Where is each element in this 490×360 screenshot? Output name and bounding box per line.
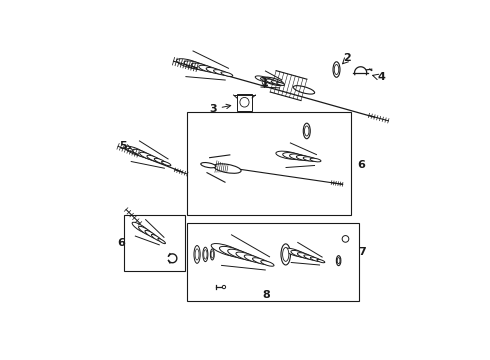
Ellipse shape xyxy=(210,249,214,260)
Ellipse shape xyxy=(263,77,284,86)
Text: 1: 1 xyxy=(261,78,269,89)
Text: 4: 4 xyxy=(377,72,385,82)
Bar xyxy=(187,112,351,215)
Ellipse shape xyxy=(154,158,166,164)
Ellipse shape xyxy=(222,285,225,289)
Ellipse shape xyxy=(252,258,269,265)
Ellipse shape xyxy=(228,249,253,260)
Ellipse shape xyxy=(206,67,222,74)
Ellipse shape xyxy=(334,64,339,75)
Ellipse shape xyxy=(162,161,171,166)
Ellipse shape xyxy=(214,70,228,75)
Ellipse shape xyxy=(317,259,325,263)
Ellipse shape xyxy=(220,246,247,258)
Ellipse shape xyxy=(336,256,341,266)
Ellipse shape xyxy=(158,239,166,244)
Ellipse shape xyxy=(293,86,315,94)
Bar xyxy=(187,223,359,301)
Ellipse shape xyxy=(203,247,208,262)
Ellipse shape xyxy=(303,157,317,161)
Ellipse shape xyxy=(337,258,340,264)
Ellipse shape xyxy=(342,235,349,242)
Text: 2: 2 xyxy=(343,53,351,63)
Text: 3: 3 xyxy=(209,104,231,114)
Ellipse shape xyxy=(291,251,309,258)
Ellipse shape xyxy=(211,251,214,258)
Text: 7: 7 xyxy=(358,247,366,257)
Ellipse shape xyxy=(296,156,313,161)
Ellipse shape xyxy=(310,158,321,162)
Text: 8: 8 xyxy=(262,290,270,300)
Ellipse shape xyxy=(199,65,218,73)
Ellipse shape xyxy=(276,82,285,85)
Ellipse shape xyxy=(244,255,263,263)
Ellipse shape xyxy=(271,81,281,85)
Ellipse shape xyxy=(333,62,340,77)
Ellipse shape xyxy=(214,164,241,173)
Ellipse shape xyxy=(125,146,146,156)
Ellipse shape xyxy=(184,61,207,70)
Ellipse shape xyxy=(240,98,249,107)
Ellipse shape xyxy=(147,155,161,162)
Ellipse shape xyxy=(145,230,157,239)
Ellipse shape xyxy=(297,253,313,259)
Ellipse shape xyxy=(266,79,278,84)
Ellipse shape xyxy=(211,244,242,257)
Ellipse shape xyxy=(283,247,289,261)
Ellipse shape xyxy=(255,76,271,82)
Ellipse shape xyxy=(140,152,156,160)
Ellipse shape xyxy=(236,252,258,261)
Ellipse shape xyxy=(304,126,309,136)
Ellipse shape xyxy=(261,77,274,83)
Ellipse shape xyxy=(132,149,151,158)
Text: 6: 6 xyxy=(357,160,365,170)
Text: 6: 6 xyxy=(117,238,125,248)
Ellipse shape xyxy=(195,249,199,260)
Ellipse shape xyxy=(303,123,310,139)
Ellipse shape xyxy=(276,151,300,159)
Ellipse shape xyxy=(176,59,202,69)
Ellipse shape xyxy=(194,246,200,263)
Bar xyxy=(237,94,252,111)
Bar xyxy=(123,215,185,270)
Ellipse shape xyxy=(281,244,291,265)
Ellipse shape xyxy=(192,63,213,71)
Ellipse shape xyxy=(132,222,149,234)
Ellipse shape xyxy=(139,226,153,236)
Ellipse shape xyxy=(284,248,305,257)
Ellipse shape xyxy=(261,261,274,266)
Ellipse shape xyxy=(283,153,305,160)
Ellipse shape xyxy=(204,250,207,259)
Ellipse shape xyxy=(310,257,321,262)
Ellipse shape xyxy=(151,234,161,241)
Ellipse shape xyxy=(201,163,216,168)
Text: 5: 5 xyxy=(119,141,131,151)
Ellipse shape xyxy=(304,255,317,260)
Ellipse shape xyxy=(221,72,233,76)
Ellipse shape xyxy=(290,154,309,160)
